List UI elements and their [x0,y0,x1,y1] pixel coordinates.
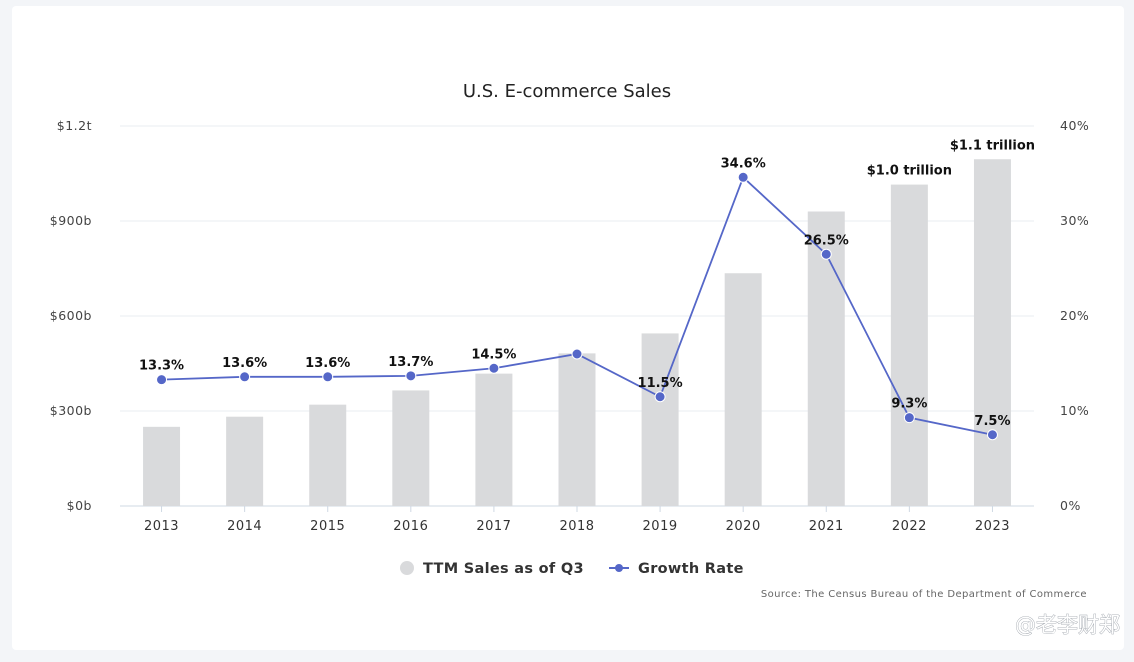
growth-rate-label: 13.3% [139,359,184,374]
legend: TTM Sales as of Q3 Growth Rate [400,561,744,577]
left-tick-label: $1.2t [57,118,92,133]
x-tick-label: 2020 [726,519,761,534]
growth-rate-point [986,429,998,441]
growth-rate-point [322,371,334,383]
chart: U.S. E-commerce Sales $0b $300b $600b $900b… [50,81,1121,637]
growth-rate-point [156,374,168,386]
growth-rate-point [820,248,832,260]
growth-rate-label: 9.3% [891,397,927,412]
growth-rate-point [571,348,583,360]
bar [973,159,1011,506]
right-tick-label: 20% [1060,308,1089,323]
growth-rate-point [903,412,915,424]
right-tick-label: 10% [1060,403,1089,418]
right-tick-label: 40% [1060,118,1089,133]
x-axis: 2013 2014 2015 2016 2017 2018 2019 2020 2021 2022… [144,506,1010,534]
legend-bar-marker [400,561,414,575]
bar-series [143,159,1011,507]
growth-rate-label: 26.5% [804,233,849,248]
x-tick-label: 2019 [643,519,678,534]
growth-rate-point [405,370,417,382]
left-tick-label: $300b [50,403,92,418]
line-series: 13.3% 13.6% 13.6% 13.7% 14.5% 11.5% 34.6% 26.5%… [139,156,1010,441]
left-y-axis: $0b $300b $600b $900b $1.2t [50,118,92,513]
bar [807,211,845,506]
x-tick-label: 2022 [892,519,927,534]
right-tick-label: 0% [1060,498,1081,513]
growth-rate-point [239,371,251,383]
bar [392,390,430,506]
legend-item-growth[interactable]: Growth Rate [609,561,744,577]
x-tick-label: 2013 [144,519,179,534]
x-tick-label: 2015 [310,519,345,534]
growth-rate-label: 13.7% [388,355,433,370]
chart-card: U.S. E-commerce Sales $0b $300b $600b $900b… [12,6,1124,650]
bar [890,184,928,507]
growth-rate-label: 11.5% [638,376,683,391]
bar [309,404,347,506]
growth-rate-label: 7.5% [974,414,1010,429]
growth-rate-point [488,362,500,374]
x-tick-label: 2016 [393,519,428,534]
left-tick-label: $600b [50,308,92,323]
x-tick-label: 2017 [476,519,511,534]
right-y-axis: 0% 10% 20% 30% 40% [1060,118,1089,513]
chart-title: U.S. E-commerce Sales [463,81,671,102]
growth-rate-label: 34.6% [721,156,766,171]
growth-rate-point [737,171,749,183]
bar [558,353,596,506]
bar [475,373,513,506]
bar [226,416,264,506]
right-tick-label: 30% [1060,213,1089,228]
left-tick-label: $900b [50,213,92,228]
bar [143,426,181,506]
left-tick-label: $0b [67,498,92,513]
legend-growth-label: Growth Rate [638,561,744,577]
growth-rate-label: 13.6% [222,356,267,371]
legend-item-sales[interactable]: TTM Sales as of Q3 [400,561,584,577]
x-tick-label: 2023 [975,519,1010,534]
legend-line-dot [615,564,623,572]
x-tick-label: 2021 [809,519,844,534]
watermark: @老李财郑 [1015,613,1120,637]
x-tick-label: 2018 [559,519,594,534]
bar-annotation-label: $1.0 trillion [867,164,952,179]
bar [724,273,762,506]
source-note: Source: The Census Bureau of the Departm… [761,589,1087,600]
growth-rate-label: 13.6% [305,356,350,371]
growth-rate-label: 14.5% [471,347,516,362]
legend-sales-label: TTM Sales as of Q3 [423,561,584,577]
growth-rate-point [654,391,666,403]
x-tick-label: 2014 [227,519,262,534]
bar-annotations: $1.0 trillion $1.1 trillion [867,138,1035,178]
bar-annotation-label: $1.1 trillion [950,138,1035,153]
bar [641,333,679,506]
